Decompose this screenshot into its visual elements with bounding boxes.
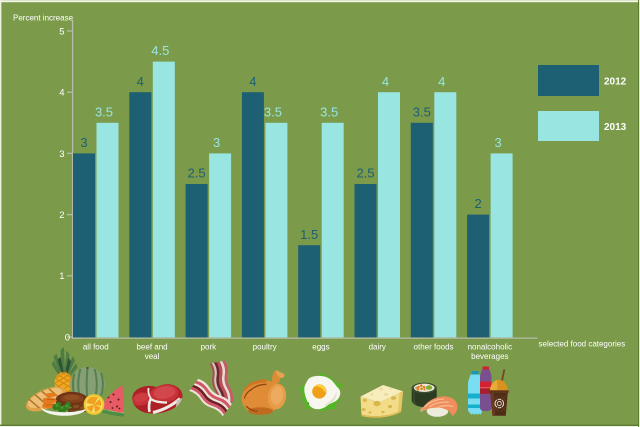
svg-text:3.5: 3.5: [320, 104, 338, 119]
svg-text:1.5: 1.5: [300, 227, 318, 242]
svg-text:0: 0: [65, 332, 70, 343]
svg-text:5: 5: [59, 26, 64, 37]
svg-text:dairy: dairy: [369, 343, 386, 352]
svg-text:2: 2: [474, 196, 481, 211]
svg-text:4: 4: [137, 74, 144, 89]
svg-text:2.5: 2.5: [356, 166, 374, 181]
svg-text:3.5: 3.5: [264, 104, 282, 119]
svg-text:2012: 2012: [604, 77, 627, 88]
svg-text:3: 3: [213, 135, 220, 150]
svg-text:2013: 2013: [604, 122, 627, 133]
svg-text:beverages: beverages: [471, 352, 508, 361]
svg-text:4.5: 4.5: [151, 43, 169, 58]
svg-text:veal: veal: [145, 352, 160, 361]
svg-text:2: 2: [59, 210, 64, 221]
svg-text:all food: all food: [83, 343, 109, 352]
svg-text:selected food categories: selected food categories: [539, 339, 626, 348]
svg-text:nonalcoholic: nonalcoholic: [468, 343, 512, 352]
svg-text:eggs: eggs: [312, 343, 329, 352]
svg-text:1: 1: [59, 271, 64, 282]
svg-text:3: 3: [80, 135, 87, 150]
svg-text:4: 4: [249, 74, 256, 89]
svg-text:3.5: 3.5: [413, 104, 431, 119]
svg-text:Percent increase: Percent increase: [13, 14, 74, 23]
svg-text:4: 4: [59, 88, 64, 99]
svg-text:3: 3: [494, 135, 501, 150]
svg-text:3.5: 3.5: [95, 104, 113, 119]
svg-text:beef and: beef and: [136, 343, 167, 352]
svg-text:2.5: 2.5: [188, 166, 206, 181]
svg-text:4: 4: [438, 74, 445, 89]
svg-text:other foods: other foods: [414, 343, 454, 352]
svg-text:3: 3: [59, 149, 64, 160]
svg-text:poultry: poultry: [253, 343, 277, 352]
svg-text:4: 4: [382, 74, 389, 89]
svg-text:pork: pork: [201, 343, 218, 352]
